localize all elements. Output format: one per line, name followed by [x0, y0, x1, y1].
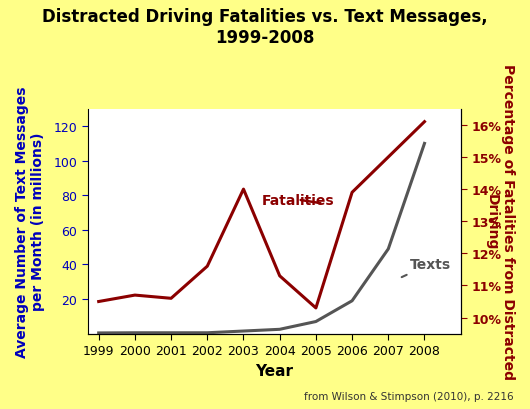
X-axis label: Year: Year: [255, 363, 293, 378]
Text: from Wilson & Stimpson (2010), p. 2216: from Wilson & Stimpson (2010), p. 2216: [304, 391, 514, 401]
Text: Distracted Driving Fatalities vs. Text Messages,
1999-2008: Distracted Driving Fatalities vs. Text M…: [42, 8, 488, 47]
Text: Texts: Texts: [402, 257, 451, 277]
Y-axis label: Percentage of Fatalities from Distracted
Driving: Percentage of Fatalities from Distracted…: [485, 64, 515, 379]
Y-axis label: Average Number of Text Messages
per Month (in millions): Average Number of Text Messages per Mont…: [15, 86, 45, 357]
Text: Fatalities: Fatalities: [262, 193, 334, 207]
